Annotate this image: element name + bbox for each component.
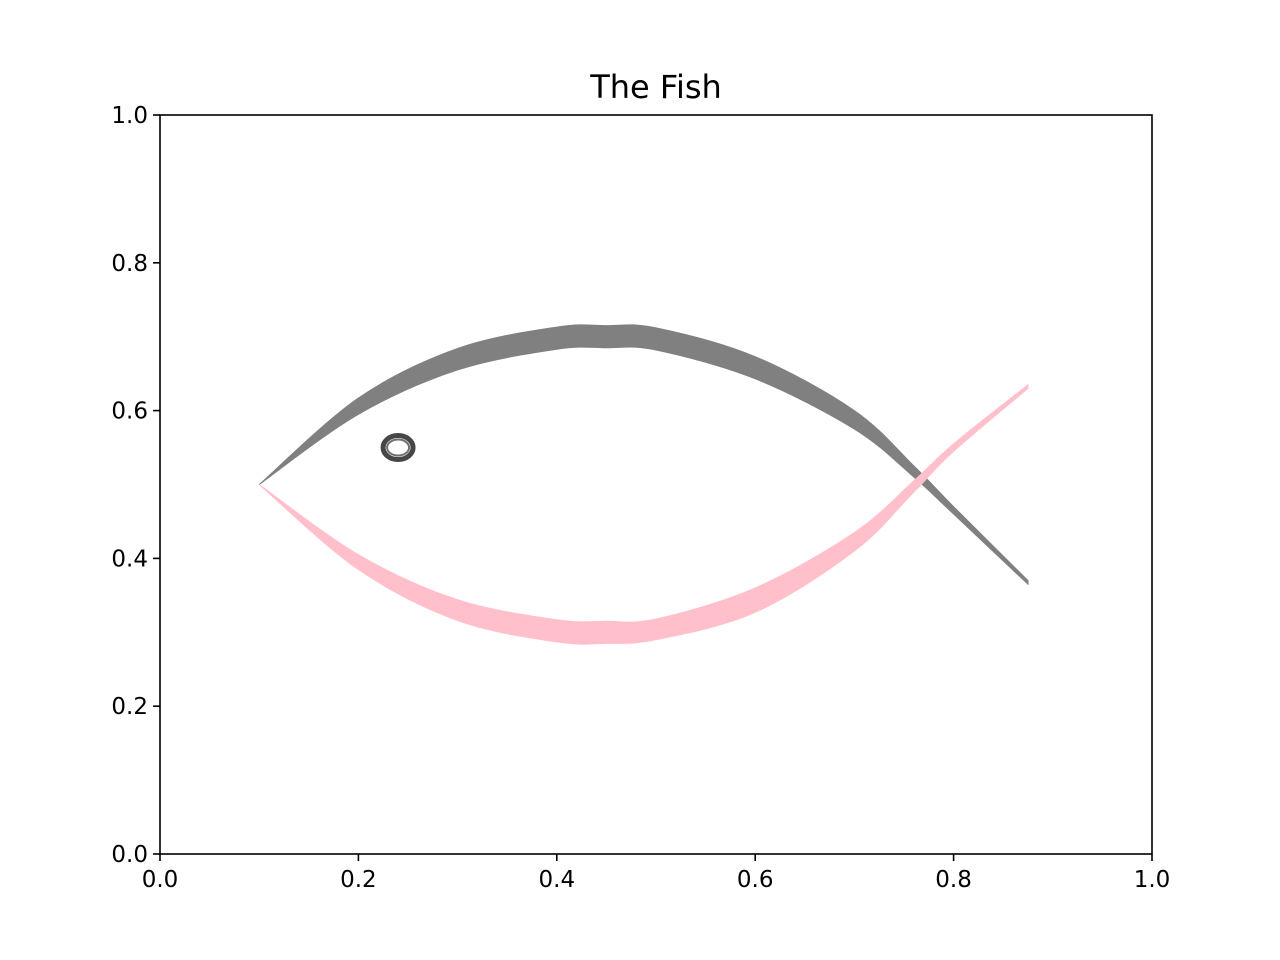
y-tick-label: 1.0 bbox=[111, 103, 148, 129]
y-tick-label: 0.2 bbox=[111, 694, 148, 720]
x-axis: 0.0 0.2 0.4 0.6 0.8 1.0 bbox=[142, 854, 1171, 893]
chart-title: The Fish bbox=[589, 68, 722, 106]
axes-frame bbox=[159, 114, 1153, 855]
x-tick-label: 0.6 bbox=[737, 867, 774, 893]
y-tick-label: 0.8 bbox=[111, 251, 148, 277]
eye-ring-outer bbox=[380, 433, 416, 463]
y-tick-label: 0.6 bbox=[111, 399, 148, 425]
fish-eye bbox=[380, 433, 416, 463]
eye-ring-inner bbox=[386, 438, 411, 457]
plot-area bbox=[258, 324, 1029, 645]
fill-band-upper-body bbox=[258, 324, 1029, 586]
y-tick-label: 0.4 bbox=[111, 546, 148, 572]
eye-pupil bbox=[390, 442, 407, 453]
x-tick-label: 0.0 bbox=[142, 867, 179, 893]
x-tick-label: 0.8 bbox=[935, 867, 972, 893]
x-tick-label: 1.0 bbox=[1134, 867, 1171, 893]
fill-band-lower-body bbox=[258, 383, 1029, 645]
x-tick-label: 0.4 bbox=[539, 867, 576, 893]
y-axis: 0.0 0.2 0.4 0.6 0.8 1.0 bbox=[111, 103, 160, 868]
x-tick-label: 0.2 bbox=[340, 867, 377, 893]
y-tick-label: 0.0 bbox=[111, 842, 148, 868]
